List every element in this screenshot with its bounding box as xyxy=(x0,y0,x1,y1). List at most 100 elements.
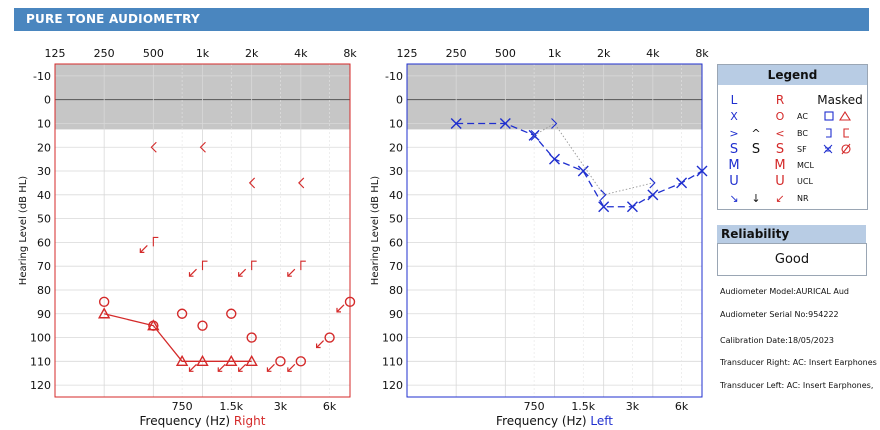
no-response-arrow xyxy=(287,363,296,372)
series-ac-masked xyxy=(97,307,258,372)
no-response-arrow xyxy=(189,363,197,372)
series-ac xyxy=(450,117,708,213)
legend-row-label: MCL xyxy=(797,161,814,170)
audiometer-serial: Audiometer Serial No:954222 xyxy=(720,310,839,319)
x-axis-title: Frequency (Hz) Left xyxy=(496,414,613,428)
x-axis-title-ear: Right xyxy=(234,414,266,428)
legend-row-label: SF xyxy=(797,145,807,154)
top-tick-label: 8k xyxy=(343,47,357,60)
y-tick-label: 30 xyxy=(37,165,51,178)
transducer-right: Transducer Right: AC: Insert Earphones xyxy=(720,358,877,367)
page-title: PURE TONE AUDIOMETRY xyxy=(26,12,200,26)
top-tick-label: 1k xyxy=(548,47,562,60)
series-line xyxy=(533,122,653,196)
y-tick-label: 60 xyxy=(37,236,51,249)
y-tick-label: 70 xyxy=(37,260,51,273)
no-response-arrow xyxy=(189,268,197,277)
data-point xyxy=(530,129,537,141)
no-response-arrow xyxy=(287,268,296,277)
data-point xyxy=(696,165,708,177)
top-tick-label: 500 xyxy=(495,47,516,60)
no-response-arrowhead xyxy=(188,367,194,372)
legend-left-symbol: X xyxy=(730,110,738,123)
legend-left-symbol: > xyxy=(729,127,738,140)
legend-masked-sf-right-icon xyxy=(841,144,851,154)
data-point xyxy=(246,332,257,343)
page-header: PURE TONE AUDIOMETRY xyxy=(14,8,869,31)
top-tick-label: 2k xyxy=(597,47,611,60)
data-point xyxy=(324,332,335,343)
y-tick-label: 40 xyxy=(389,189,403,202)
y-tick-label: 120 xyxy=(30,379,51,392)
data-point xyxy=(295,356,307,367)
plot-frame xyxy=(406,63,703,398)
legend-right-symbol: < xyxy=(775,127,784,140)
bottom-tick-label: 1.5k xyxy=(219,400,243,413)
data-point xyxy=(197,320,208,331)
series-bc xyxy=(150,141,305,189)
data-point xyxy=(201,260,208,271)
y-tick-label: 100 xyxy=(382,332,403,345)
top-tick-label: 250 xyxy=(446,47,467,60)
legend-right-symbol: O xyxy=(776,110,785,123)
no-response-arrow xyxy=(267,363,275,372)
data-point xyxy=(245,354,258,367)
audiometer-model: Audiometer Model:AURICAL Aud xyxy=(720,287,849,296)
no-response-arrowhead xyxy=(266,367,272,372)
legend-col-masked: Masked xyxy=(817,93,862,107)
legend-masked-sf-right-slash xyxy=(841,143,851,155)
data-point xyxy=(549,153,560,165)
no-response-arrowhead xyxy=(336,307,341,313)
bottom-tick-label: 6k xyxy=(323,400,337,413)
data-point xyxy=(226,308,237,319)
data-point xyxy=(275,356,286,367)
y-axis-title: Hearing Level (dB HL) xyxy=(370,176,381,286)
data-point xyxy=(577,165,589,177)
y-tick-label: 0 xyxy=(396,94,403,107)
no-response-arrowhead xyxy=(287,272,292,277)
top-tick-label: 500 xyxy=(143,47,164,60)
y-tick-label: 60 xyxy=(389,236,403,249)
data-point xyxy=(97,307,111,319)
series-ac xyxy=(98,296,356,372)
y-tick-label: 80 xyxy=(389,284,403,297)
top-tick-label: 4k xyxy=(294,47,308,60)
legend-row-label: NR xyxy=(797,194,809,203)
legend-masked-sf-left-icon xyxy=(823,144,833,154)
legend-row-label: AC xyxy=(797,112,808,121)
data-point xyxy=(647,189,659,201)
data-point xyxy=(528,129,540,141)
legend-masked-bc-right-icon xyxy=(843,128,849,138)
reliability-value: Good xyxy=(717,243,867,276)
bottom-tick-label: 750 xyxy=(172,400,193,413)
bottom-tick-label: 1.5k xyxy=(571,400,595,413)
legend-col-right: R xyxy=(776,93,784,107)
reliability-title: Reliability xyxy=(717,225,866,243)
legend-row-label: BC xyxy=(797,129,808,138)
series-line xyxy=(456,122,703,208)
no-response-arrowhead xyxy=(287,367,292,372)
x-axis-title-ear: Left xyxy=(590,414,613,428)
data-point xyxy=(626,201,638,213)
legend-row-label: UCL xyxy=(797,177,813,186)
bottom-tick-label: 750 xyxy=(524,400,545,413)
legend-right-symbol: U xyxy=(775,174,785,189)
y-tick-label: 30 xyxy=(389,165,403,178)
y-tick-label: 90 xyxy=(389,308,403,321)
legend-left-symbol: M xyxy=(728,158,739,173)
y-tick-label: 120 xyxy=(382,379,403,392)
no-response-arrow xyxy=(217,363,226,372)
legend-mid-symbol: S xyxy=(752,142,760,157)
y-tick-label: 110 xyxy=(30,355,51,368)
legend-right-symbol: S xyxy=(776,142,784,157)
legend-mid-symbol: ↓ xyxy=(751,192,760,205)
data-point xyxy=(152,236,159,247)
no-response-arrowhead xyxy=(188,272,194,277)
data-point xyxy=(344,296,356,308)
legend-left-symbol: S xyxy=(730,142,738,157)
no-response-arrowhead xyxy=(217,367,223,372)
bottom-tick-label: 3k xyxy=(626,400,640,413)
transducer-left: Transducer Left: AC: Insert Earphones, xyxy=(720,381,874,390)
data-point xyxy=(551,118,558,129)
